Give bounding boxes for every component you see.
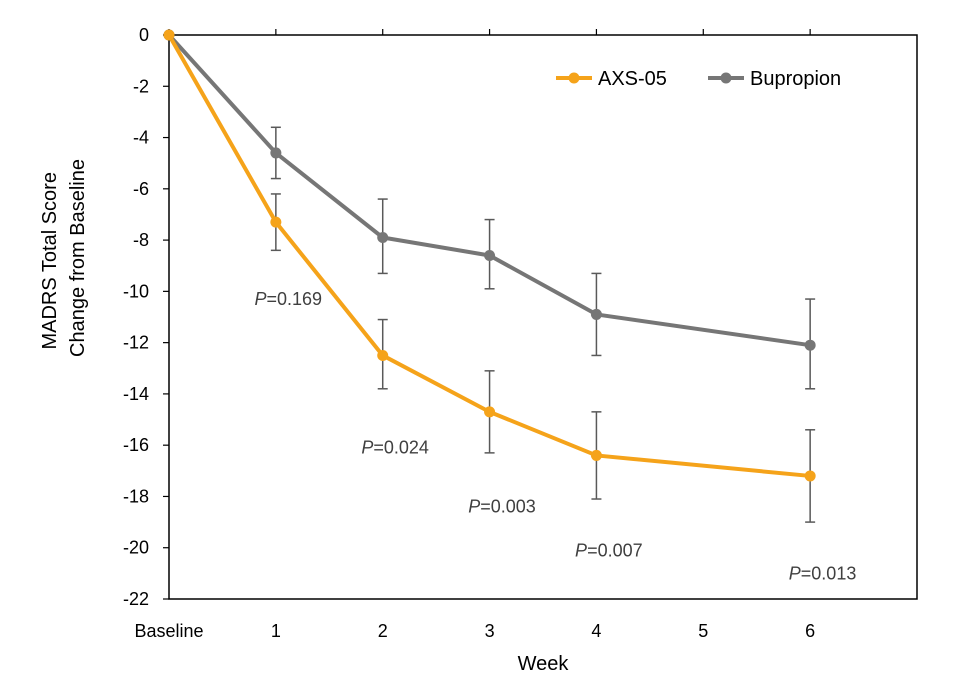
x-tick-label: Baseline xyxy=(134,621,203,641)
data-point xyxy=(377,349,389,361)
legend-marker xyxy=(720,72,732,84)
legend-marker xyxy=(568,72,580,84)
series-line-bupropion xyxy=(167,33,811,348)
data-point xyxy=(804,339,816,351)
x-axis-title: Week xyxy=(518,653,570,675)
legend-label: AXS-05 xyxy=(598,68,667,90)
p-symbol: P xyxy=(575,540,587,560)
data-point xyxy=(590,449,602,461)
p-value: =0.003 xyxy=(480,497,536,517)
p-symbol: P xyxy=(468,497,480,517)
data-point xyxy=(484,406,496,418)
p-value-label: P=0.169 xyxy=(254,289,322,309)
data-point xyxy=(484,249,496,261)
p-value: =0.024 xyxy=(373,438,429,458)
y-axis-title-line1: MADRS Total Score xyxy=(39,172,61,349)
p-value-label: P=0.003 xyxy=(468,497,536,517)
x-tick-label: 6 xyxy=(805,621,815,641)
y-tick-label: -14 xyxy=(123,384,149,404)
data-point xyxy=(163,29,175,41)
y-axis-title: MADRS Total Score Change from Baseline xyxy=(39,159,89,357)
p-value-label: P=0.007 xyxy=(575,540,643,560)
y-tick-label: -22 xyxy=(123,589,149,609)
y-tick-label: -20 xyxy=(123,538,149,558)
data-point xyxy=(804,470,816,482)
x-tick-label: 2 xyxy=(378,621,388,641)
y-axis-title-line2: Change from Baseline xyxy=(67,159,89,357)
y-tick-label: -8 xyxy=(133,230,149,250)
x-tick-label: 1 xyxy=(271,621,281,641)
legend-label: Bupropion xyxy=(750,68,841,90)
y-axis: 0 -2 -4 -6 -8 -10 -12 -14 -16 -18 -20 -22 xyxy=(123,25,169,609)
y-tick-label: -10 xyxy=(123,281,149,301)
series-markers xyxy=(163,29,816,482)
plot-frame xyxy=(168,34,918,600)
data-point xyxy=(270,216,282,228)
p-value-label: P=0.013 xyxy=(789,563,857,583)
error-bars xyxy=(270,126,816,523)
data-point xyxy=(377,232,389,244)
p-value: =0.007 xyxy=(587,540,643,560)
p-value-label: P=0.024 xyxy=(361,438,429,458)
p-value: =0.013 xyxy=(801,563,857,583)
x-tick-label: 4 xyxy=(591,621,601,641)
y-tick-label: 0 xyxy=(139,25,149,45)
data-point xyxy=(270,147,282,159)
x-tick-label: 5 xyxy=(698,621,708,641)
data-point xyxy=(590,308,602,320)
y-tick-label: -16 xyxy=(123,435,149,455)
series-line-axs-05 xyxy=(167,34,811,478)
p-symbol: P xyxy=(361,438,373,458)
p-value: =0.169 xyxy=(267,289,323,309)
y-tick-label: -12 xyxy=(123,333,149,353)
y-tick-label: -2 xyxy=(133,76,149,96)
legend: AXS-05 Bupropion xyxy=(556,68,841,90)
p-symbol: P xyxy=(789,563,801,583)
y-tick-label: -4 xyxy=(133,128,149,148)
y-tick-label: -18 xyxy=(123,486,149,506)
p-symbol: P xyxy=(254,289,266,309)
y-tick-label: -6 xyxy=(133,179,149,199)
x-axis: Baseline 1 2 3 4 5 6 xyxy=(134,29,815,641)
x-tick-label: 3 xyxy=(485,621,495,641)
series-lines xyxy=(167,33,811,478)
